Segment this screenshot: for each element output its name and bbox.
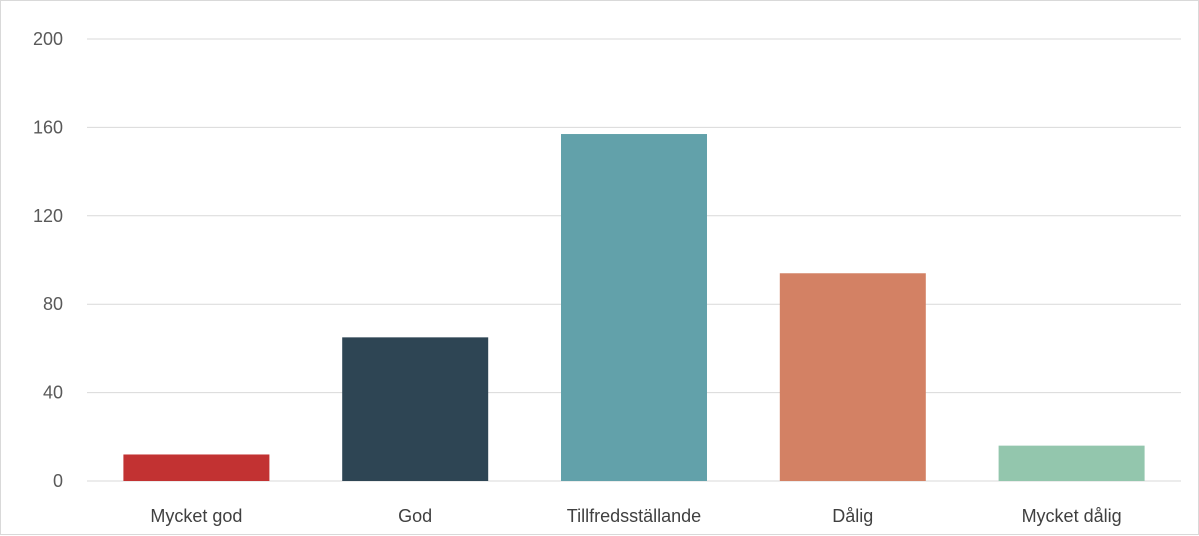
bar (123, 454, 270, 481)
bar (998, 445, 1145, 481)
x-category-label: Dålig (832, 506, 873, 526)
bar (779, 273, 926, 481)
bar (342, 337, 489, 481)
bar (561, 134, 707, 481)
bars (123, 134, 1145, 481)
y-tick-label: 120 (33, 206, 63, 226)
y-tick-label: 160 (33, 117, 63, 137)
y-tick-label: 80 (43, 294, 63, 314)
x-category-label: Mycket dålig (1022, 506, 1122, 526)
x-category-label: Mycket god (150, 506, 242, 526)
x-category-label: God (398, 506, 432, 526)
y-tick-label: 0 (53, 471, 63, 491)
x-category-label: Tillfredsställande (567, 506, 701, 526)
y-axis-ticks: 0 40 80 120 160 200 (33, 29, 63, 491)
x-axis-labels: Mycket god God Tillfredsställande Dålig Myck… (150, 506, 1121, 526)
y-tick-label: 40 (43, 383, 63, 403)
y-tick-label: 200 (33, 29, 63, 49)
